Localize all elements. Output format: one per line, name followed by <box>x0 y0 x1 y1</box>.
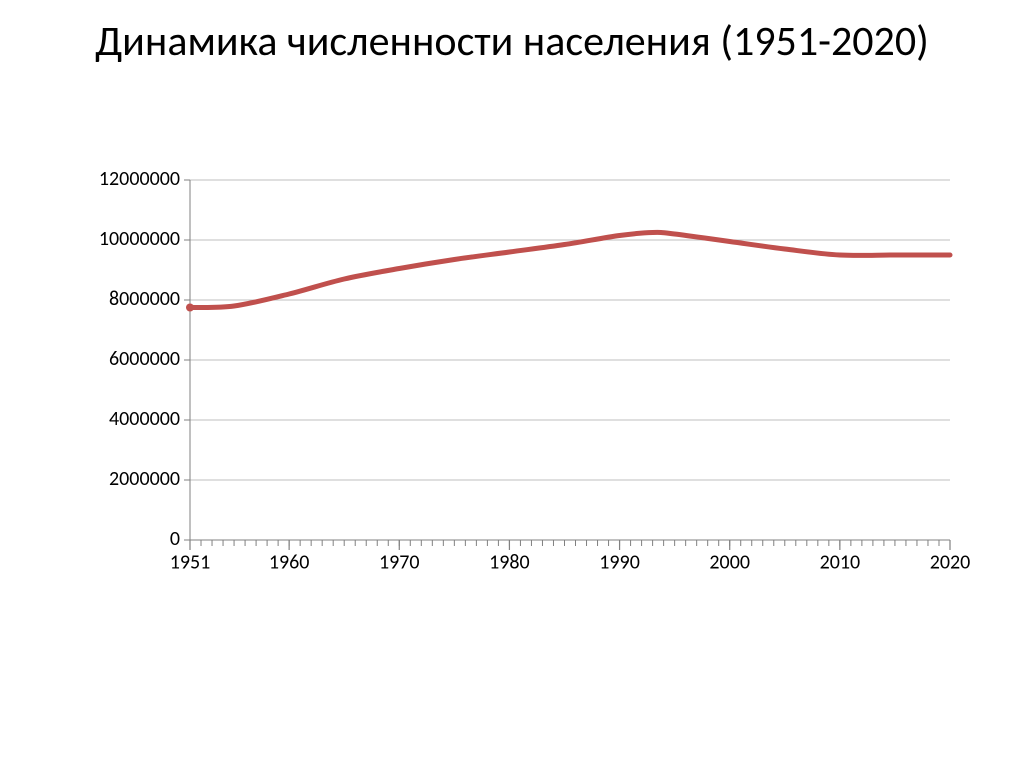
y-tick-label: 0 <box>170 527 180 551</box>
y-tick-label: 10000000 <box>99 227 180 251</box>
y-tick-label: 2000000 <box>109 467 180 491</box>
chart-svg: 0 2000000 4000000 6000000 8000000 10000000 120… <box>70 170 970 600</box>
data-line <box>190 232 950 307</box>
x-tick-label: 2020 <box>930 550 970 574</box>
y-tick-label: 12000000 <box>99 170 180 191</box>
x-tick-label: 2010 <box>820 550 861 574</box>
x-tick-label: 1990 <box>599 550 640 574</box>
y-tick-label: 6000000 <box>109 347 180 371</box>
y-tick-label: 8000000 <box>109 287 180 311</box>
population-chart: 0 2000000 4000000 6000000 8000000 10000000 120… <box>70 170 970 600</box>
x-tick-label: 2000 <box>709 550 750 574</box>
slide: Динамика численности населения (1951-202… <box>0 0 1024 767</box>
y-tick-label: 4000000 <box>109 407 180 431</box>
x-tick-label: 1980 <box>489 550 530 574</box>
chart-title: Динамика численности населения (1951-202… <box>0 0 1024 66</box>
x-tick-label: 1951 <box>170 550 211 574</box>
x-tick-label: 1970 <box>379 550 420 574</box>
x-tick-label: 1960 <box>269 550 310 574</box>
start-marker <box>186 304 194 312</box>
